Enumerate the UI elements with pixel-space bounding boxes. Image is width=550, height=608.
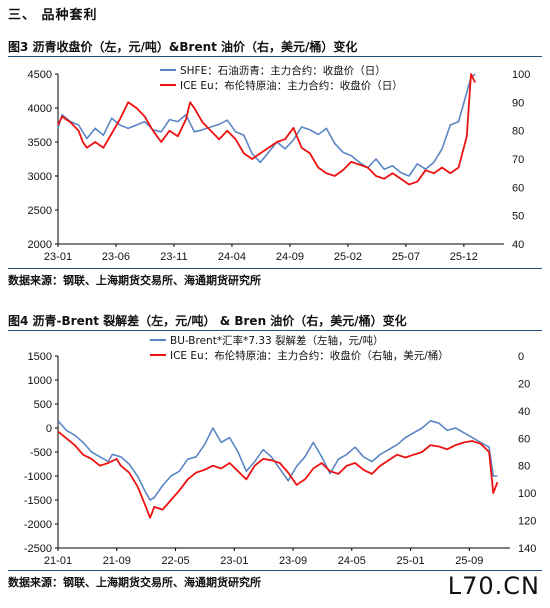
x-tick-label: 21-09 (103, 555, 131, 567)
y-right-tick-label: 70 (512, 154, 524, 166)
figure3-top-rule (8, 56, 542, 57)
x-tick-label: 23-09 (279, 555, 307, 567)
x-tick-label: 23-01 (220, 555, 248, 567)
x-tick-label: 23-06 (102, 251, 130, 263)
y-left-tick-label: 1000 (28, 375, 52, 387)
y-left-tick-label: 500 (34, 399, 52, 411)
y-left-tick-label: 2000 (28, 239, 52, 251)
y-left-tick-label: -1000 (24, 471, 52, 483)
section-title: 三、 品种套利 (8, 8, 98, 23)
y-right-tick-label: 80 (512, 126, 524, 138)
y-right-tick-label: 100 (512, 69, 530, 81)
figure3-source: 数据来源：钢联、上海期货交易所、海通期货研究所 (8, 274, 261, 287)
y-left-tick-label: -2500 (24, 543, 52, 555)
figure4-top-rule (8, 330, 542, 331)
series-line-red (57, 430, 499, 519)
series-line-red (57, 73, 476, 186)
y-right-tick-label: 50 (512, 211, 524, 223)
figure4-title: 图4 沥青-Brent 裂解差（左，元/吨） & Bren 油价（右，美元/桶）… (8, 314, 407, 328)
series-line-blue (57, 420, 498, 501)
x-tick-label: 24-09 (276, 251, 304, 263)
figure3-chart: 2000 2500 3000 3500 4000 4500 40 50 60 70 80 90 100 2… (28, 64, 531, 263)
legend-label: BU-Brent*汇率*7.33 裂解差（左轴，元/吨） (170, 334, 384, 347)
x-tick-label: 23-01 (44, 251, 72, 263)
x-tick-label: 21-01 (44, 555, 72, 567)
legend-label: ICE Eu：布伦特原油：主力合约：收盘价（日） (180, 79, 403, 92)
y-left-tick-label: -1500 (24, 495, 52, 507)
legend-label: ICE Eu：布伦特原油：主力合约：收盘价（右轴，美元/桶） (170, 349, 449, 362)
y-left-tick-label: 3500 (28, 137, 52, 149)
x-tick-label: 24-05 (338, 555, 366, 567)
y-right-tick-label: 40 (518, 406, 530, 418)
y-left-tick-label: 0 (46, 423, 52, 435)
x-tick-label: 25-01 (396, 555, 424, 567)
y-right-tick-label: 40 (512, 239, 524, 251)
series-line-blue (57, 73, 476, 177)
x-tick-label: 25-12 (450, 251, 478, 263)
legend-label: SHFE：石油沥青：主力合约：收盘价（日） (180, 64, 386, 77)
figure4-chart: -2500 -2000 -1500 -1000 -500 0 500 1000 1500 0 20 4… (24, 334, 537, 567)
x-tick-label: 25-09 (455, 555, 483, 567)
y-right-tick-label: 80 (518, 461, 530, 473)
x-tick-label: 25-02 (334, 251, 362, 263)
y-left-tick-label: 1500 (28, 351, 52, 363)
figure4-bottom-rule (8, 570, 542, 571)
x-tick-label: 24-04 (218, 251, 246, 263)
y-right-tick-label: 0 (518, 351, 524, 363)
y-left-tick-label: 2500 (28, 205, 52, 217)
y-right-tick-label: 20 (518, 378, 530, 390)
x-tick-label: 25-07 (392, 251, 420, 263)
y-right-tick-label: 60 (518, 433, 530, 445)
x-tick-label: 22-05 (161, 555, 189, 567)
y-left-tick-label: -500 (30, 447, 52, 459)
y-left-tick-label: -2000 (24, 519, 52, 531)
y-left-tick-label: 3000 (28, 171, 52, 183)
figure4-source: 数据来源：钢联、上海期货交易所、海通期货研究所 (8, 576, 261, 589)
site-logo: L70.CN (445, 572, 542, 600)
y-right-tick-label: 90 (512, 97, 524, 109)
y-left-tick-label: 4000 (28, 103, 52, 115)
y-left-tick-label: 4500 (28, 69, 52, 81)
y-right-tick-label: 120 (518, 516, 536, 528)
y-right-tick-label: 60 (512, 182, 524, 194)
y-right-tick-label: 100 (518, 488, 536, 500)
y-right-tick-label: 140 (518, 543, 536, 555)
x-tick-label: 23-11 (160, 251, 187, 263)
figure3-title: 图3 沥青收盘价（左，元/吨）&Brent 油价（右，美元/桶）变化 (8, 40, 358, 54)
figure3-bottom-rule (8, 268, 542, 269)
